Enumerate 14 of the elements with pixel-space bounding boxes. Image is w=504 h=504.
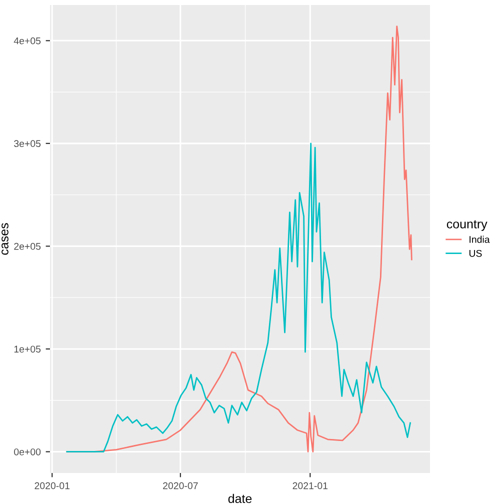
y-tick-label: 4e+05 <box>14 37 41 44</box>
line-series <box>66 142 411 452</box>
legend-title: country <box>446 220 488 231</box>
x-tick-label: 2020-01 <box>34 482 70 490</box>
legend-label: India <box>470 236 490 243</box>
y-axis-title: cases <box>2 223 8 255</box>
x-axis-title: date <box>228 494 252 504</box>
y-tick-label: 1e+05 <box>14 346 41 353</box>
y-tick-label: 3e+05 <box>14 140 41 148</box>
x-tick-label: 2020-07 <box>163 482 198 490</box>
y-tick-label: 0e+00 <box>14 448 41 456</box>
y-tick-label: 2e+05 <box>14 242 41 250</box>
x-tick-label: 2021-01 <box>292 482 328 490</box>
legend-label: US <box>469 250 482 257</box>
